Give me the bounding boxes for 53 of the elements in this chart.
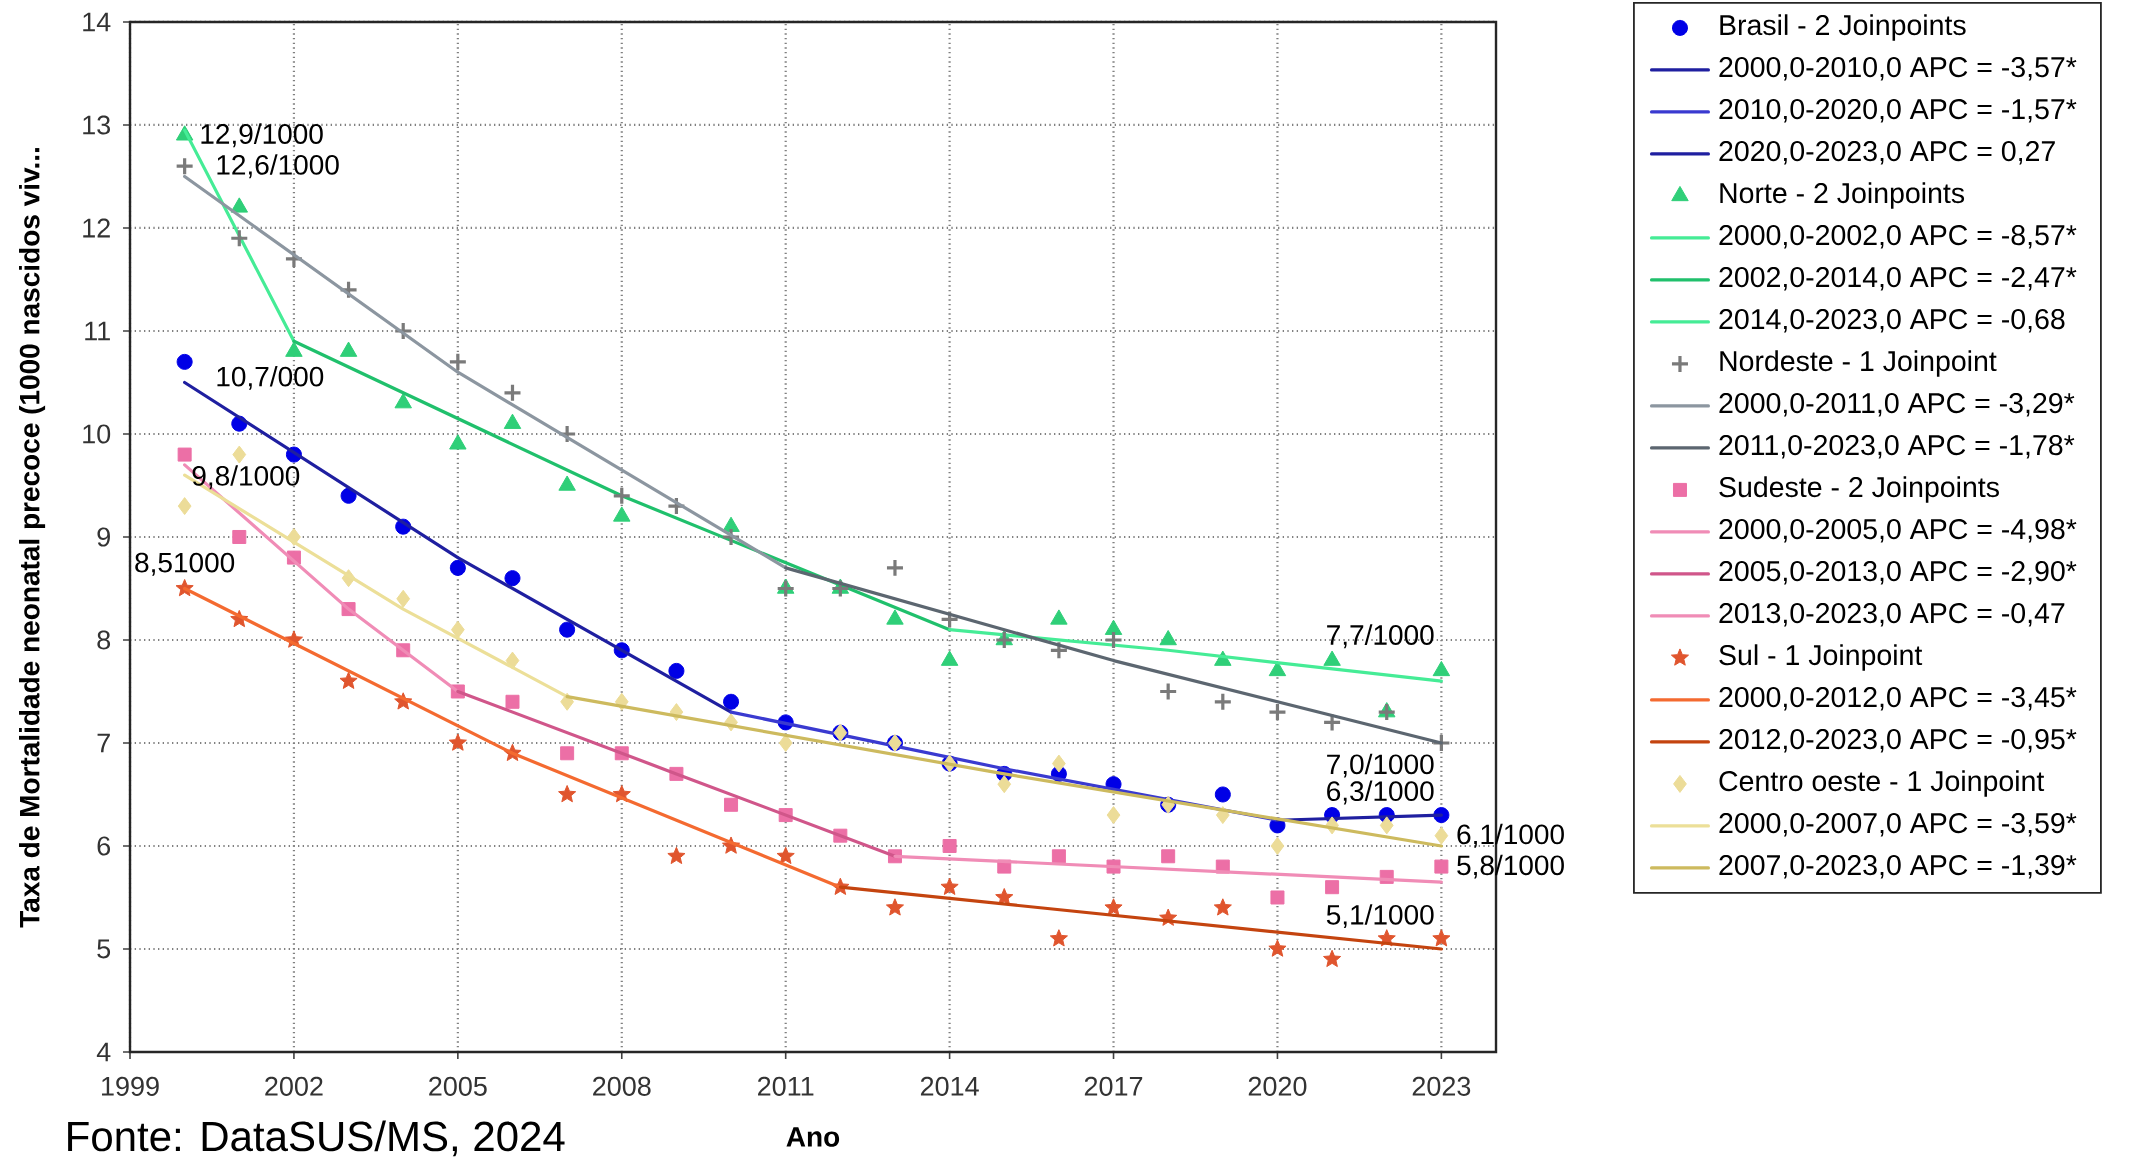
y-tick-label: 9 [97,527,110,547]
y-axis-title: Taxa de Mortalidade neonatal precoce (1000 nascidos viv... [19,148,46,928]
legend-label: 2007,0-2023,0 APC = -1,39* [1719,854,2077,879]
x-tick-label: 2002 [265,1076,323,1096]
y-tick-label: 12 [83,218,110,238]
x-tick-label: 2005 [429,1076,487,1096]
x-tick-label: 1999 [102,1076,159,1096]
y-tick-label: 6 [97,836,111,856]
legend-label: 2000,0-2005,0 APC = -4,98* [1719,518,2077,543]
legend-label: Nordeste - 1 Joinpoint [1720,350,1997,377]
y-tick-label: 8 [97,630,111,650]
legend-label: 2000,0-2010,0 APC = -3,57* [1719,56,2077,81]
y-tick-label: 13 [83,115,111,135]
y-tick-label: 7 [97,733,110,753]
legend-label: Norte - 2 Joinpoints [1720,182,1965,209]
y-tick-label: 4 [96,1042,111,1062]
data-label: 12,9/1000 [201,123,323,148]
data-label: 8,51000 [135,552,235,576]
y-tick-label: 5 [97,939,111,959]
x-tick-label: 2023 [1412,1076,1471,1096]
legend-label: Sudeste - 2 Joinpoints [1719,476,1999,503]
data-label: 9,8/1000 [192,465,300,490]
legend-label: 2000,0-2002,0 APC = -8,57* [1719,224,2077,249]
legend-label: Brasil - 2 Joinpoints [1720,14,1966,41]
y-tick-label: 14 [83,12,111,32]
legend-label: Sul - 1 Joinpoint [1719,644,1923,671]
legend-label: 2013,0-2023,0 APC = -0,47 [1719,602,2065,627]
data-label: 7,7/1000 [1327,624,1434,649]
source-note: Fonte: DataSUS/MS, 2024 [68,1120,565,1157]
data-label: 5,1/1000 [1326,904,1434,929]
data-label: 10,7/000 [217,365,324,390]
legend-label: 2014,0-2023,0 APC = -0,68 [1719,308,2065,333]
legend-label: 2005,0-2013,0 APC = -2,90* [1719,560,2077,585]
legend-label: 2012,0-2023,0 APC = -0,95* [1719,728,2077,753]
x-tick-label: 2014 [920,1076,979,1096]
x-tick-label: 2017 [1084,1076,1143,1096]
legend-label: 2000,0-2012,0 APC = -3,45* [1719,686,2077,711]
legend-label: 2011,0-2023,0 APC = -1,78* [1719,434,2075,459]
x-tick-label: 2008 [593,1076,651,1096]
data-label: 7,0/1000 [1327,753,1434,778]
y-tick-label: 10 [83,424,111,444]
legend-label: 2002,0-2014,0 APC = -2,47* [1719,266,2077,291]
legend-label: 2000,0-2011,0 APC = -3,29* [1719,392,2075,417]
data-label: 6,3/1000 [1327,780,1434,805]
y-tick-label: 11 [85,321,110,341]
x-tick-label: 2011 [758,1076,814,1096]
legend-label: 2000,0-2007,0 APC = -3,59* [1719,812,2077,837]
x-axis-title: Ano [786,1127,840,1147]
legend-label: 2020,0-2023,0 APC = 0,27 [1719,140,2055,165]
legend-label: Centro oeste - 1 Joinpoint [1719,770,2045,797]
legend-label: 2010,0-2020,0 APC = -1,57* [1719,98,2077,123]
x-tick-label: 2020 [1248,1076,1307,1096]
data-label: 12,6/1000 [217,154,339,179]
